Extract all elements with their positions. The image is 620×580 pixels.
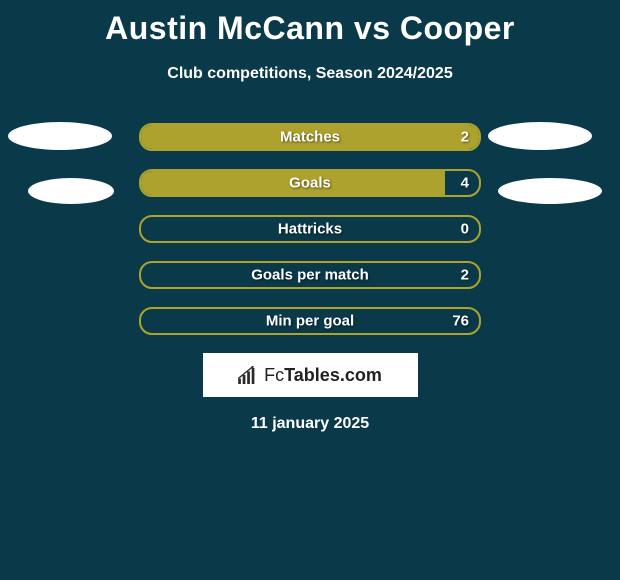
stat-label: Matches [280, 129, 340, 146]
stat-value: 2 [461, 129, 469, 146]
stat-row: Min per goal 76 [139, 307, 481, 335]
stat-label: Goals per match [251, 267, 369, 284]
date-label: 11 january 2025 [0, 415, 620, 433]
stat-value: 0 [461, 221, 469, 238]
page-title: Austin McCann vs Cooper [0, 0, 620, 47]
stat-value: 2 [461, 267, 469, 284]
bar-chart-icon [238, 366, 260, 384]
stats-container: Matches 2 Goals 4 Hattricks 0 Goals per match 2… [139, 123, 481, 335]
stat-value: 4 [461, 175, 469, 192]
logo-fc: FcTables.com [264, 365, 382, 386]
player-photo-ellipse [498, 178, 602, 204]
subtitle: Club competitions, Season 2024/2025 [0, 65, 620, 83]
stat-row: Matches 2 [139, 123, 481, 151]
fctables-logo: FcTables.com [203, 353, 418, 397]
stat-label: Min per goal [266, 313, 354, 330]
stat-row: Hattricks 0 [139, 215, 481, 243]
stat-row: Goals 4 [139, 169, 481, 197]
fctables-logo-text: FcTables.com [238, 365, 382, 386]
player-photo-ellipse [488, 122, 592, 150]
stat-row: Goals per match 2 [139, 261, 481, 289]
player-photo-ellipse [8, 122, 112, 150]
stat-label: Hattricks [278, 221, 342, 238]
player-photo-ellipse [28, 178, 114, 204]
stat-label: Goals [289, 175, 331, 192]
stat-value: 76 [452, 313, 469, 330]
